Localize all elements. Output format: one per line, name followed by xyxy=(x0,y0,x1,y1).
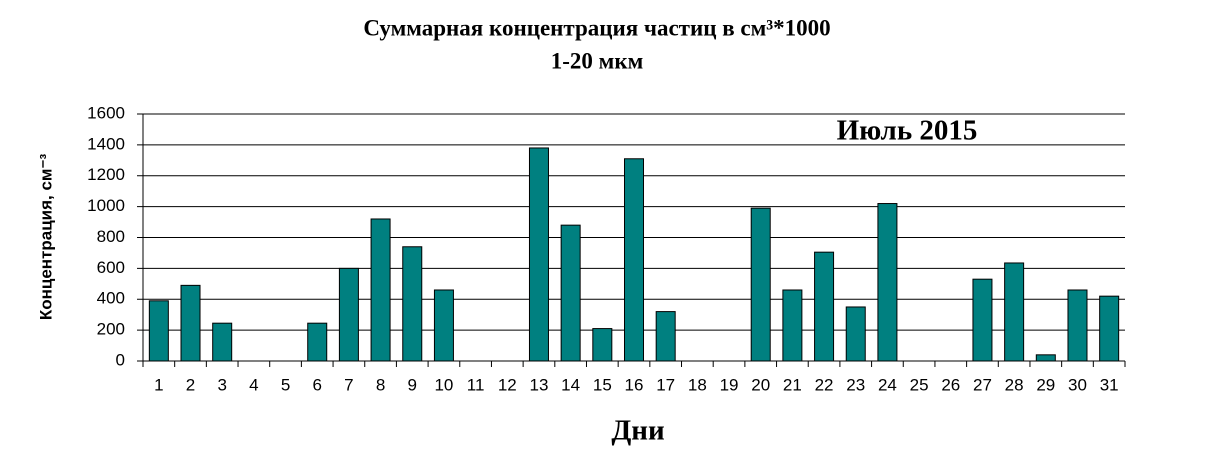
chart-title: Суммарная концентрация частиц в см³*1000 xyxy=(363,15,830,40)
y-tick-label: 1200 xyxy=(87,165,125,184)
x-tick-label: 8 xyxy=(376,375,385,394)
x-tick-label: 12 xyxy=(498,375,517,394)
bar xyxy=(655,311,676,362)
x-tick-label: 4 xyxy=(249,375,258,394)
x-tick-label: 31 xyxy=(1100,375,1119,394)
x-tick-label: 5 xyxy=(281,375,290,394)
y-tick-label: 1400 xyxy=(87,134,125,153)
y-tick-label: 0 xyxy=(116,350,125,369)
x-tick-label: 17 xyxy=(656,375,675,394)
x-tick-label: 19 xyxy=(720,375,739,394)
chart-subtitle: 1-20 мкм xyxy=(551,48,644,73)
bar xyxy=(528,147,549,362)
x-tick-label: 21 xyxy=(783,375,802,394)
bar xyxy=(1035,354,1056,362)
y-tick-label: 400 xyxy=(97,289,125,308)
x-tick-label: 29 xyxy=(1036,375,1055,394)
x-tick-label: 6 xyxy=(312,375,321,394)
bar xyxy=(1099,295,1120,362)
bar xyxy=(560,224,581,362)
x-tick-label: 28 xyxy=(1005,375,1024,394)
y-tick-label: 200 xyxy=(97,320,125,339)
bar xyxy=(370,218,391,362)
y-tick-label: 1600 xyxy=(87,103,125,122)
y-axis-label: Концентрация, см⁻³ xyxy=(36,154,55,321)
x-tick-label: 11 xyxy=(467,375,485,394)
x-tick-label: 25 xyxy=(910,375,929,394)
bar xyxy=(592,328,613,362)
x-tick-label: 13 xyxy=(530,375,549,394)
bar xyxy=(212,322,233,362)
bar xyxy=(307,322,328,362)
x-tick-label: 27 xyxy=(973,375,992,394)
bar xyxy=(972,278,993,362)
bar xyxy=(623,158,645,362)
x-tick-label: 18 xyxy=(688,375,707,394)
bar xyxy=(877,203,898,362)
y-tick-label: 600 xyxy=(97,258,125,277)
x-tick-label: 23 xyxy=(846,375,865,394)
x-tick-label: 26 xyxy=(941,375,960,394)
x-axis-label: Дни xyxy=(611,415,664,447)
x-tick-label: 7 xyxy=(344,375,353,394)
bar xyxy=(782,289,803,362)
x-tick-label: 22 xyxy=(815,375,834,394)
bar xyxy=(180,284,201,362)
x-tick-label: 9 xyxy=(408,375,417,394)
bar xyxy=(1004,262,1025,362)
y-tick-label: 800 xyxy=(97,227,125,246)
x-tick-label: 1 xyxy=(154,375,163,394)
bar xyxy=(845,306,866,362)
bar xyxy=(1067,289,1088,362)
x-tick-label: 20 xyxy=(751,375,770,394)
bar xyxy=(148,300,169,362)
x-tick-label: 30 xyxy=(1068,375,1087,394)
bar xyxy=(338,267,359,362)
bar xyxy=(750,207,771,362)
bar xyxy=(402,246,423,362)
x-tick-label: 14 xyxy=(561,375,580,394)
bar xyxy=(433,289,454,362)
x-tick-label: 16 xyxy=(625,375,644,394)
x-tick-label: 10 xyxy=(434,375,453,394)
bar xyxy=(814,251,835,362)
x-tick-label: 24 xyxy=(878,375,897,394)
x-tick-label: 3 xyxy=(217,375,226,394)
x-tick-label: 2 xyxy=(186,375,195,394)
x-tick-label: 15 xyxy=(593,375,612,394)
annotation: Июль 2015 xyxy=(837,115,978,147)
y-tick-label: 1000 xyxy=(87,196,125,215)
